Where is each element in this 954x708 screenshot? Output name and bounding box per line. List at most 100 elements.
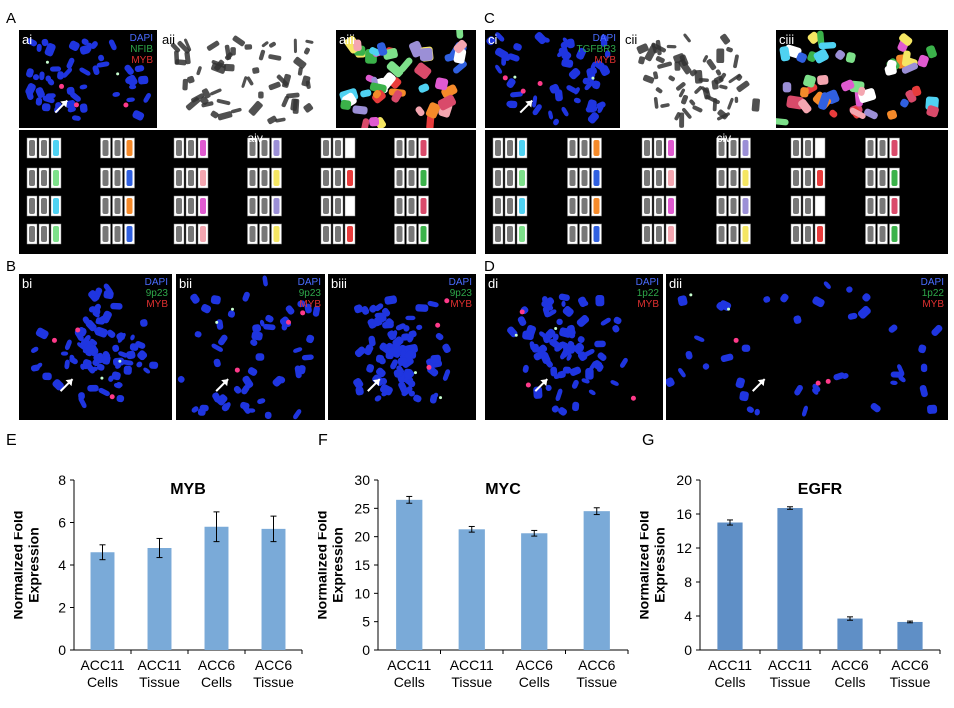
legend-entry: MYB [594, 55, 616, 66]
image-panel-aii: aii [159, 30, 334, 128]
chart-title: EGFR [798, 481, 843, 498]
bar [897, 621, 923, 650]
y-tick-label: 30 [354, 472, 370, 488]
panel-label: aiv [247, 131, 263, 145]
chart-egfr: EGFR Normalized FoldExpression 0 4 8 12 16 20 AC… [640, 472, 941, 690]
bar [396, 499, 423, 650]
y-tick-label: 20 [676, 472, 692, 488]
x-tick-label: ACC6 Tissue [253, 657, 294, 690]
panel-letter-g: G [642, 432, 655, 449]
y-tick-label: 8 [684, 574, 692, 590]
bar [458, 529, 485, 650]
panel-letter-d: D [484, 258, 495, 275]
image-panel-civ: civ [485, 130, 948, 254]
legend-entry: DAPI [635, 277, 659, 288]
panel-legend: DAPI 1p22 MYB [636, 277, 659, 310]
image-panel-aiii: aiii [336, 30, 476, 128]
bar [717, 522, 743, 650]
panel-label: ci [488, 32, 498, 47]
y-tick-label: 4 [684, 608, 692, 624]
bar [261, 528, 286, 650]
legend-entry: MYB [131, 55, 153, 66]
y-tick-label: 0 [684, 642, 692, 658]
image-panel-aiv: aiv [19, 130, 476, 254]
panel-letter-b: B [6, 258, 17, 275]
legend-entry: 9p23 [298, 288, 321, 299]
panel-legend: DAPI 9p23 MYB [298, 277, 321, 310]
panel-legend: DAPI NFIB MYB [130, 33, 153, 66]
panel-letter-f: F [318, 432, 328, 449]
legend-entry: DAPI [297, 277, 321, 288]
x-tick-label: ACC11 Tissue [137, 657, 181, 690]
x-tick-label: ACC11 Cells [708, 657, 752, 690]
bar [521, 533, 548, 650]
y-tick-label: 5 [362, 614, 370, 630]
y-tick-label: 6 [58, 515, 66, 531]
bar [147, 548, 172, 650]
panel-legend: DAPI 9p23 MYB [449, 277, 472, 310]
y-tick-label: 16 [676, 506, 692, 522]
legend-entry: MYB [146, 299, 168, 310]
x-tick-label: ACC11 Tissue [768, 657, 812, 690]
panel-legend: DAPI TGFBR3 MYB [577, 33, 616, 66]
legend-entry: MYB [922, 299, 944, 310]
legend-entry: NFIB [130, 44, 153, 55]
x-tick-label: ACC11 Cells [80, 657, 124, 690]
chart-title: MYC [485, 481, 521, 498]
y-axis-label: Normalized FoldExpression [318, 511, 346, 620]
bar [837, 618, 863, 650]
image-panel-ai: ai DAPI NFIB MYB [19, 30, 157, 128]
legend-entry: DAPI [920, 277, 944, 288]
legend-entry: MYB [299, 299, 321, 310]
legend-entry: 9p23 [145, 288, 168, 299]
image-panel-bi: bi DAPI 9p23 MYB [19, 274, 172, 420]
panel-label: bii [179, 276, 193, 291]
x-tick-label: ACC6 Tissue [576, 657, 617, 690]
bar [90, 552, 115, 650]
panel-label: cii [625, 32, 638, 47]
chart-title: MYB [170, 481, 206, 498]
image-panel-ciii: ciii [776, 30, 948, 128]
legend-entry: DAPI [144, 277, 168, 288]
x-tick-label: ACC6 Tissue [890, 657, 931, 690]
panel-label: civ [716, 131, 732, 145]
panel-label: bi [22, 276, 33, 291]
bar [204, 526, 229, 650]
x-tick-label: ACC11 Cells [387, 657, 431, 690]
legend-entry: DAPI [448, 277, 472, 288]
y-axis-label: Normalized FoldExpression [640, 511, 668, 620]
panel-letter-e: E [6, 432, 17, 449]
image-panel-bii: bii DAPI 9p23 MYB [176, 274, 325, 420]
y-tick-label: 15 [354, 557, 370, 573]
x-tick-label: ACC11 Tissue [450, 657, 494, 690]
legend-entry: DAPI [129, 33, 153, 44]
panel-legend: DAPI 9p23 MYB [145, 277, 168, 310]
y-tick-label: 25 [354, 500, 370, 516]
panel-label: biii [331, 276, 347, 291]
y-tick-label: 10 [354, 585, 370, 601]
image-panel-cii: cii [622, 30, 774, 128]
image-panel-dii: dii DAPI 1p22 MYB [666, 274, 948, 420]
bar [777, 508, 803, 650]
y-tick-label: 8 [58, 472, 66, 488]
panel-label: ai [22, 32, 33, 47]
panel-label: aiii [339, 32, 355, 47]
legend-entry: MYB [637, 299, 659, 310]
y-tick-label: 0 [58, 642, 66, 658]
legend-entry: 1p22 [636, 288, 659, 299]
y-tick-label: 2 [58, 600, 66, 616]
panel-letter-c: C [484, 10, 495, 27]
legend-entry: TGFBR3 [576, 44, 616, 55]
x-tick-label: ACC6 Cells [516, 657, 554, 690]
x-tick-label: ACC6 Cells [831, 657, 869, 690]
image-panel-biii: biii DAPI 9p23 MYB [328, 274, 476, 420]
panel-label: aii [162, 32, 176, 47]
y-tick-label: 12 [676, 540, 692, 556]
y-axis-label: Normalized FoldExpression [14, 511, 41, 620]
legend-entry: 1p22 [921, 288, 944, 299]
image-panel-di: di DAPI 1p22 MYB [485, 274, 663, 420]
x-tick-label: ACC6 Cells [198, 657, 236, 690]
legend-entry: MYB [450, 299, 472, 310]
chart-myc: MYC Normalized FoldExpression 0 5 10 15 20 25 30… [318, 472, 629, 690]
chart-myb: MYB Normalized FoldExpression 0 2 4 6 8 ACC11 Ce… [14, 472, 303, 690]
